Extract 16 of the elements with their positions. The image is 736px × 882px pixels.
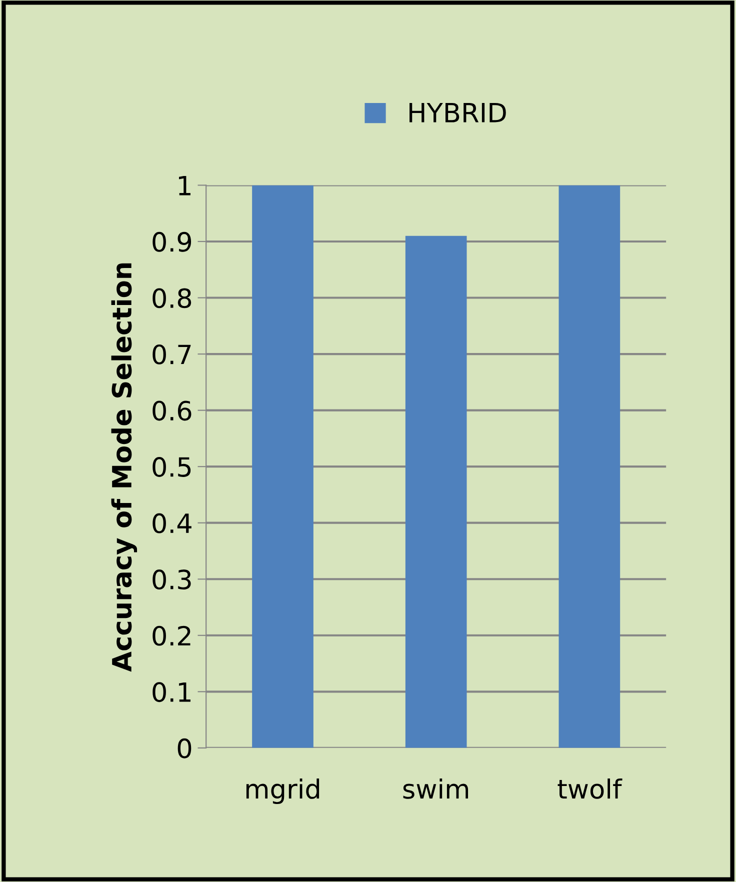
- legend-label: HYBRID: [410, 102, 506, 122]
- y-tick-label: 0.5: [152, 457, 191, 477]
- y-tick-label: 0.8: [152, 288, 192, 308]
- y-tick-label: 0.6: [152, 400, 192, 421]
- y-tick-label: 0.2: [152, 626, 190, 646]
- y-tick-label: 0.3: [152, 570, 191, 590]
- x-tick-label: swim: [403, 778, 468, 799]
- x-tick-label: mgrid: [246, 778, 320, 804]
- y-axis-title: Accuracy of Mode Selection: [111, 263, 138, 672]
- y-tick-label: 1: [178, 176, 190, 196]
- y-tick-label: 0.9: [152, 232, 192, 252]
- y-tick-label: 0.4: [152, 513, 192, 534]
- x-tick-label: twolf: [558, 778, 622, 799]
- y-tick-label: 0.1: [152, 682, 190, 702]
- y-tick-label: 0: [178, 738, 192, 758]
- y-tick-label: 0.7: [152, 344, 191, 364]
